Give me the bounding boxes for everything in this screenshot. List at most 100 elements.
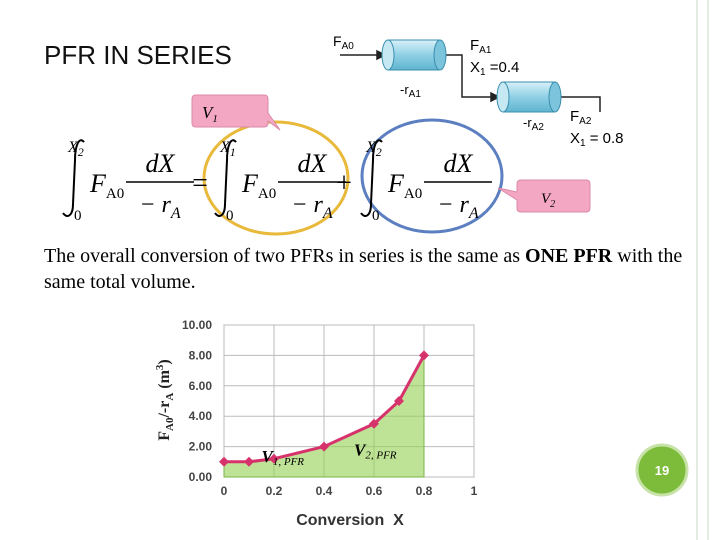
y-tick-label: 4.00 (189, 409, 213, 423)
rate-label: -rA1 (400, 82, 421, 100)
point (219, 456, 229, 467)
label-main: F (470, 37, 479, 54)
stream-label: FA2 (570, 108, 592, 127)
annotation-main: V (354, 441, 367, 460)
annotation-main: V (262, 447, 275, 466)
numerator: dX (444, 149, 474, 178)
label-main: -r (400, 82, 409, 97)
reactor (496, 81, 562, 113)
y-label-part: /-r (156, 401, 173, 419)
integral-sign (214, 139, 237, 217)
f-main: F (89, 169, 107, 198)
numerator: dX (298, 149, 328, 178)
label-rest: =0.4 (486, 59, 520, 76)
annotation-sub: 2, PFR (365, 450, 396, 462)
x-tick-label: 0.8 (416, 484, 433, 498)
integral-sign (62, 139, 85, 217)
label-sub: A2 (579, 116, 592, 127)
label-main: V (541, 191, 552, 207)
annotation: V2, PFR (354, 441, 397, 462)
limit-sub: 1 (230, 145, 236, 159)
body-text: The overall conversion of two PFRs in se… (44, 243, 694, 295)
callout (497, 179, 591, 213)
label-sub: A0 (342, 41, 355, 52)
f-sub: A0 (404, 186, 422, 202)
conversion-label: X1 = 0.8 (570, 130, 624, 149)
f-sub: A0 (258, 186, 276, 202)
label-sub: A2 (532, 122, 545, 133)
f-main: F (387, 169, 405, 198)
y-label-part: ) (156, 359, 173, 364)
denominator: − rA (437, 192, 479, 222)
den-main: − r (437, 192, 469, 218)
label-main: X (570, 130, 580, 147)
upper-limit: X2 (67, 139, 84, 159)
limit-main: X (219, 139, 231, 156)
chart: 0.00 2.00 4.00 6.00 8.00 10.00 0 0.2 0.4 0.6 0.8 1 V… (154, 318, 478, 529)
reactor (381, 39, 447, 71)
operator: + (336, 168, 352, 199)
annotation-sub: 1, PFR (273, 456, 304, 468)
point (319, 441, 329, 452)
reactor-end (381, 39, 395, 71)
lower-limit: 0 (372, 208, 380, 224)
highlight-circle (202, 120, 350, 236)
arrow-head (376, 49, 387, 61)
stream-label: FA0 (333, 33, 354, 52)
label-sub: A1 (409, 89, 422, 100)
y-axis-label: FA0/-rA (m3) (154, 359, 176, 441)
label-main: F (333, 33, 342, 49)
x-tick-label: 1 (471, 484, 478, 498)
slide-title: PFR IN SERIES (44, 40, 232, 70)
label-sub: 1 (480, 67, 486, 78)
y-tick-label: 10.00 (182, 318, 212, 332)
den-main: − r (139, 192, 171, 218)
label-sub: 1 (580, 138, 586, 149)
integral-sign (360, 139, 383, 217)
x-axis-label: Conversion X (296, 512, 404, 529)
point (419, 350, 429, 361)
reactor-body (387, 39, 441, 71)
point (369, 418, 379, 429)
denominator: − rA (291, 192, 333, 222)
emphasis: ONE PFR (525, 245, 613, 267)
reactor-diagram (340, 49, 601, 112)
integrand-f: FA0 (387, 169, 422, 202)
denominator: − rA (139, 192, 181, 222)
annotation: V1, PFR (262, 447, 305, 468)
text: The overall conversion of two PFRs in se… (44, 245, 526, 267)
reactor-end (433, 39, 447, 71)
f-sub: A0 (106, 186, 124, 202)
y-label-part: 3 (154, 364, 166, 370)
point (394, 396, 404, 406)
arrow-head (490, 91, 501, 103)
den-main: − r (291, 192, 323, 218)
integrand-f: FA0 (89, 169, 124, 202)
limit-main: X (365, 139, 377, 156)
numerator: dX (146, 149, 176, 178)
lower-limit: 0 (226, 208, 234, 224)
point (269, 453, 279, 464)
x-tick-label: 0.6 (366, 484, 383, 498)
label-sub: 1 (212, 113, 218, 125)
rate-label: -rA2 (523, 115, 544, 133)
conversion-label: X1 =0.4 (470, 59, 519, 78)
y-tick-label: 8.00 (189, 348, 213, 362)
y-label-part: A (164, 393, 176, 401)
highlight-circle (360, 118, 504, 234)
limit-sub: 2 (376, 145, 382, 159)
integrand-f: FA0 (241, 169, 276, 202)
arrow (440, 54, 496, 98)
y-tick-label: 6.00 (189, 379, 213, 393)
arrow (555, 96, 601, 112)
label-main: X (470, 59, 480, 76)
den-sub: A (468, 205, 479, 222)
f-main: F (241, 169, 259, 198)
reactor-end (496, 81, 510, 113)
limit-main: X (67, 139, 79, 156)
page-badge (635, 443, 689, 497)
callout-label: V1 (202, 103, 218, 125)
y-tick-label: 2.00 (189, 440, 213, 454)
label-main: V (202, 103, 215, 122)
